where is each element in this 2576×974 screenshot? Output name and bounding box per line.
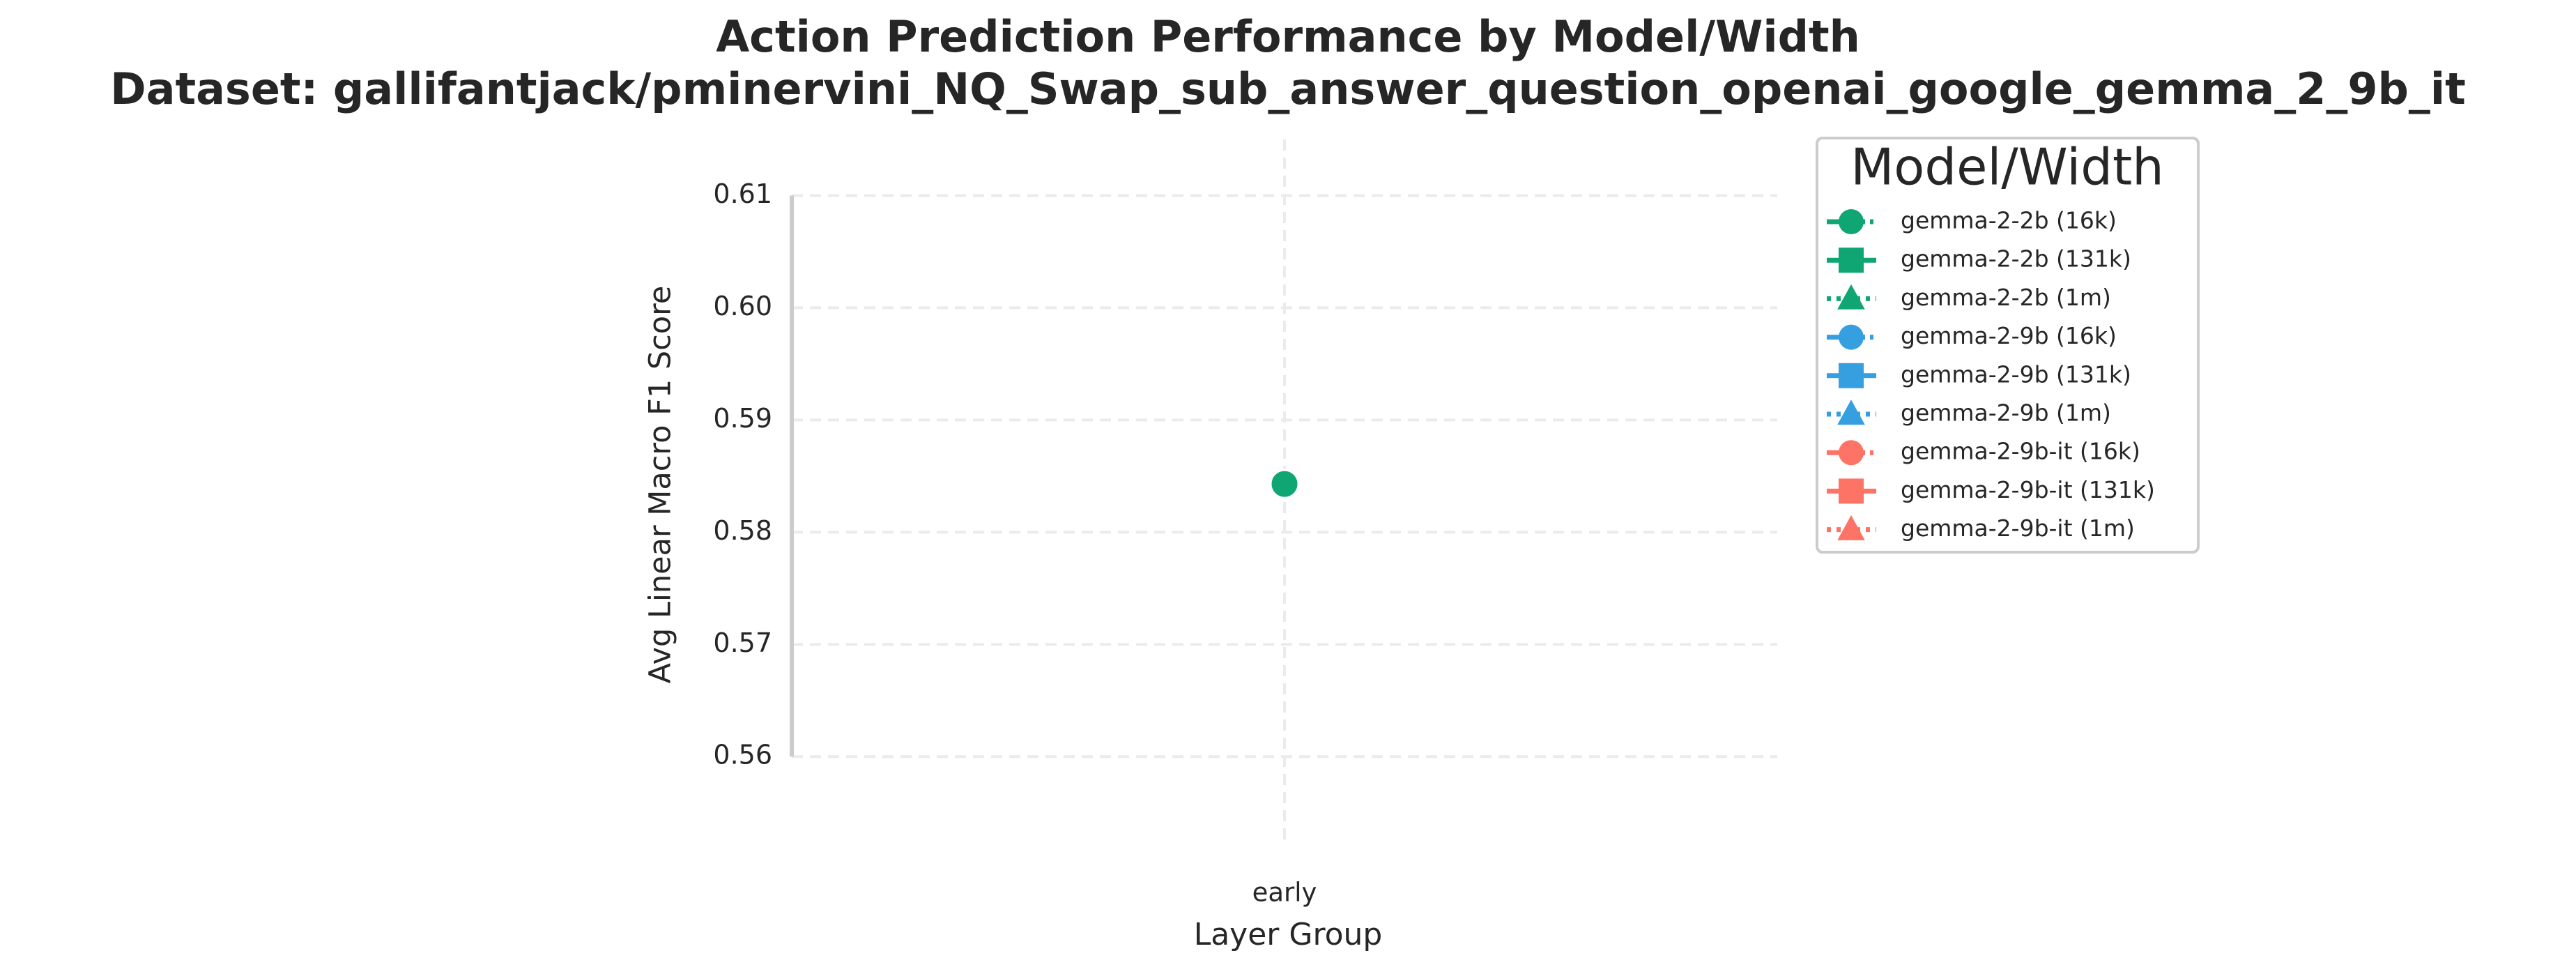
legend-box	[1816, 137, 2200, 554]
y-tick-label: 0.58	[713, 515, 772, 546]
marker	[1839, 324, 1864, 350]
marker	[1837, 400, 1865, 425]
legend-label: gemma-2-2b (131k)	[1901, 245, 2131, 273]
legend-label: gemma-2-2b (16k)	[1901, 207, 2117, 234]
marker	[1839, 209, 1864, 234]
marker	[1839, 363, 1864, 388]
legend-label: gemma-2-9b (16k)	[1901, 322, 2117, 349]
y-tick-label: 0.61	[713, 178, 772, 209]
marker	[1839, 478, 1864, 504]
y-tick-label: 0.60	[713, 291, 772, 321]
legend-label: gemma-2-9b-it (1m)	[1901, 515, 2135, 542]
legend-label: gemma-2-9b (131k)	[1901, 360, 2131, 388]
marker	[1837, 515, 1865, 540]
y-tick-label: 0.56	[713, 740, 772, 770]
y-tick-label: 0.57	[713, 627, 772, 658]
x-axis-label: Layer Group	[1194, 917, 1383, 952]
marker	[1837, 284, 1865, 310]
chart-subtitle: Dataset: gallifantjack/pminervini_NQ_Swa…	[110, 63, 2466, 114]
y-tick-label: 0.59	[713, 403, 772, 434]
marker	[1839, 440, 1864, 466]
legend-label: gemma-2-9b-it (131k)	[1901, 476, 2155, 503]
legend-label: gemma-2-9b-it (16k)	[1901, 438, 2140, 465]
legend-label: gemma-2-9b (1m)	[1901, 400, 2111, 427]
marker	[1269, 469, 1300, 499]
x-tick-label: early	[1252, 878, 1317, 908]
legend-label: gemma-2-2b (1m)	[1901, 284, 2111, 311]
y-axis-label: Avg Linear Macro F1 Score	[643, 286, 678, 684]
legend-title: Model/Width	[1850, 138, 2164, 197]
chart-title: Action Prediction Performance by Model/W…	[716, 11, 1860, 62]
marker	[1839, 248, 1864, 273]
